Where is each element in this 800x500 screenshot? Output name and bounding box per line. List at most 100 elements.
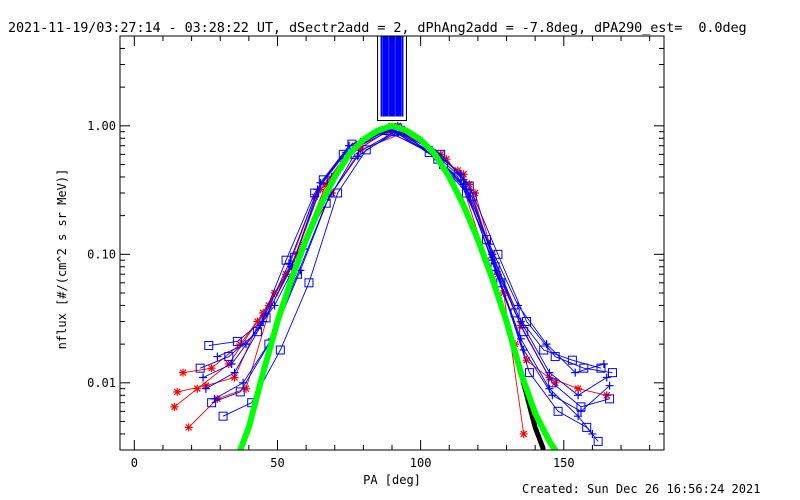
series-4-line: [199, 129, 602, 369]
chart-title: 2021-11-19/03:27:14 - 03:28:22 UT, dSect…: [8, 20, 747, 36]
series-9-point-8: [459, 180, 468, 189]
series-2-point-2: [236, 340, 245, 349]
x-tick-label: 150: [553, 456, 575, 470]
series-11-point-5: [353, 152, 362, 161]
series-5-point-12: [574, 391, 583, 400]
series-5-point-13: [602, 373, 611, 382]
series-10-point-0: [204, 341, 214, 351]
series-2-point-11: [522, 356, 531, 365]
series-2-point-9: [465, 180, 474, 189]
series-6-point-10: [519, 327, 529, 337]
series-0-point-0: [173, 387, 182, 396]
series-8-line: [222, 129, 599, 442]
series-10-point-12: [579, 363, 589, 373]
series-1: [170, 127, 540, 421]
series-13-line: [237, 122, 559, 450]
series-9-line: [202, 129, 593, 435]
y-tick-label: 0.10: [87, 247, 116, 261]
series-1-line: [174, 131, 536, 417]
series-11-point-11: [548, 391, 557, 400]
series-7-point-9: [485, 240, 494, 249]
series-10-point-11: [550, 352, 560, 362]
series-3-point-3: [270, 288, 279, 297]
series-9-point-4: [313, 185, 322, 194]
x-tick-label: 50: [270, 456, 284, 470]
series-11-point-0: [210, 394, 219, 403]
series-3-line: [188, 132, 525, 435]
series-4-point-1: [224, 352, 234, 362]
series-8-point-5: [361, 145, 371, 155]
series-9-point-0: [199, 373, 208, 382]
series-9-point-13: [588, 429, 597, 438]
series-8-point-13: [593, 436, 603, 446]
series-10-point-1: [232, 336, 242, 346]
y-tick-label: 1.00: [87, 119, 116, 133]
series-0-point-2: [230, 373, 239, 382]
series-6-point-11: [547, 378, 557, 388]
y-tick-label: 0.01: [87, 376, 116, 390]
series-10-point-9: [493, 249, 503, 259]
series-5: [201, 124, 611, 400]
series-6-point-13: [605, 394, 615, 404]
series-9-point-1: [227, 360, 236, 369]
series-8-point-11: [553, 406, 563, 416]
series-2-point-5: [322, 180, 331, 189]
series-1-point-9: [453, 166, 462, 175]
series-11-point-8: [462, 185, 471, 194]
series-10-point-10: [522, 317, 532, 327]
series-8-point-2: [275, 345, 285, 355]
series-11-point-12: [576, 407, 585, 416]
x-axis-label: PA [deg]: [363, 473, 421, 487]
series-4-point-0: [195, 363, 205, 373]
y-axis-label: nflux [#/(cm^2 s sr MeV)]: [55, 169, 69, 350]
series-2-point-12: [551, 378, 560, 387]
series-3-point-11: [519, 429, 528, 438]
series-10-line: [208, 127, 613, 374]
created-timestamp: Created: Sun Dec 26 16:56:24 2021: [522, 482, 761, 496]
series-4-point-12: [567, 355, 577, 365]
series-5-line: [205, 128, 607, 396]
series-3-point-6: [356, 145, 365, 154]
series-11-point-13: [605, 381, 614, 390]
series-8-point-10: [524, 368, 534, 378]
x-tick-label: 0: [131, 456, 138, 470]
vertical-band-layer: [377, 36, 407, 121]
series-2-point-3: [264, 301, 273, 310]
series-10-point-8: [464, 181, 474, 191]
series-4-point-11: [539, 345, 549, 355]
vertical-band: [380, 36, 404, 117]
series-7-point-12: [571, 368, 580, 377]
series-3-point-8: [442, 155, 451, 164]
series-1-point-1: [193, 384, 202, 393]
series-8-point-3: [304, 278, 314, 288]
series-3-point-0: [184, 423, 193, 432]
series-0-line: [177, 128, 607, 396]
series-11-point-10: [519, 346, 528, 355]
series-6-line: [211, 131, 610, 408]
series-3-point-2: [241, 384, 250, 393]
tick-layer: 0 50 100 150 0.01 0.10 1.00: [87, 35, 664, 470]
series-10-point-2: [261, 313, 271, 323]
series-7-point-0: [213, 352, 222, 361]
series-5-point-1: [230, 368, 239, 377]
series-11-line: [214, 131, 610, 412]
series-10: [204, 123, 617, 378]
series-layer: [170, 121, 617, 450]
series-6: [207, 127, 615, 412]
series-0-point-13: [574, 384, 583, 393]
series-11-point-1: [239, 378, 248, 387]
series-8-point-4: [333, 188, 343, 198]
series-7-point-10: [513, 301, 522, 310]
series-2-point-1: [207, 364, 216, 373]
series-10-point-13: [607, 368, 617, 378]
series-7-point-11: [542, 340, 551, 349]
series-9-point-12: [574, 412, 583, 421]
series-4-point-2: [252, 327, 262, 337]
series-10-point-4: [318, 175, 328, 185]
series-7-point-13: [599, 360, 608, 369]
series-2-point-0: [178, 368, 187, 377]
series-1-point-0: [170, 402, 179, 411]
series-8-point-0: [218, 411, 228, 421]
x-tick-label: 100: [410, 456, 432, 470]
